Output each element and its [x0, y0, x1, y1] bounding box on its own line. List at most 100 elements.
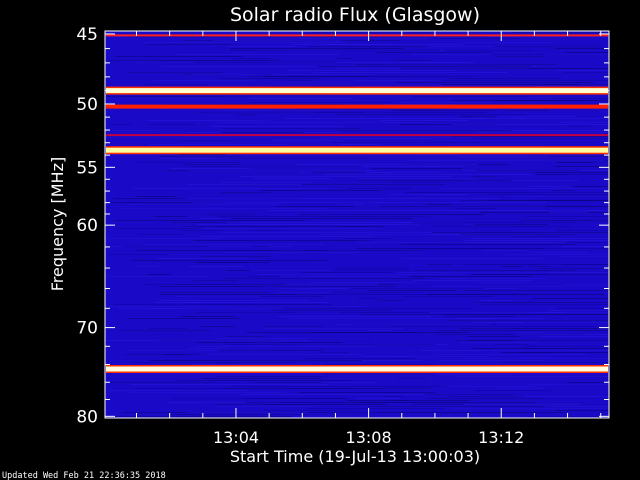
noise-streak	[131, 384, 330, 385]
noise-streak	[185, 414, 310, 415]
noise-streak	[455, 318, 545, 319]
noise-streak	[267, 210, 464, 211]
noise-streak	[471, 274, 609, 275]
noise-streak	[308, 282, 419, 283]
noise-streak	[409, 276, 532, 277]
noise-streak	[362, 356, 407, 357]
noise-streak	[564, 52, 609, 53]
noise-streak	[200, 236, 374, 237]
noise-streak	[193, 240, 356, 241]
noise-streak	[154, 216, 187, 217]
noise-streak	[258, 190, 382, 191]
noise-streak	[456, 376, 609, 377]
noise-streak	[392, 326, 597, 327]
noise-streak	[241, 394, 460, 395]
noise-streak	[114, 56, 243, 57]
noise-streak	[499, 200, 609, 201]
noise-streak	[216, 376, 327, 377]
noise-streak	[453, 100, 588, 101]
noise-streak	[544, 406, 609, 407]
noise-streak	[404, 296, 493, 297]
noise-streak	[200, 354, 363, 355]
noise-streak	[253, 382, 330, 383]
noise-streak	[496, 56, 546, 57]
noise-streak	[358, 242, 556, 243]
noise-streak	[259, 274, 466, 275]
noise-streak	[136, 196, 177, 197]
noise-streak	[226, 336, 266, 337]
noise-streak	[210, 126, 344, 127]
noise-streak	[459, 234, 575, 235]
noise-streak	[446, 320, 609, 321]
noise-streak	[216, 122, 427, 123]
noise-streak	[217, 216, 427, 217]
y-tick-label: 45	[76, 25, 98, 45]
noise-streak	[355, 64, 557, 65]
noise-streak	[140, 62, 337, 63]
noise-streak	[442, 278, 545, 279]
noise-streak	[402, 50, 533, 51]
noise-streak	[231, 184, 444, 185]
x-tick-label: 13:12	[478, 428, 524, 447]
noise-streak	[526, 384, 609, 385]
noise-streak	[136, 62, 194, 63]
noise-streak	[296, 164, 478, 165]
noise-streak	[373, 202, 547, 203]
noise-streak	[227, 46, 295, 47]
noise-streak	[113, 198, 186, 199]
noise-streak	[456, 350, 609, 351]
noise-streak	[335, 114, 445, 115]
noise-streak	[446, 248, 609, 249]
noise-streak	[523, 156, 609, 157]
noise-streak	[142, 42, 348, 43]
noise-streak	[197, 346, 374, 347]
noise-streak	[263, 410, 354, 411]
noise-streak	[222, 128, 338, 129]
noise-streak	[475, 170, 580, 171]
noise-streak	[459, 342, 538, 343]
noise-streak	[300, 172, 446, 173]
noise-streak	[449, 78, 561, 79]
footer-timestamp: Updated Wed Feb 21 22:36:35 2018	[2, 471, 166, 480]
noise-streak	[354, 80, 430, 81]
noise-streak	[273, 310, 393, 311]
noise-streak	[470, 238, 609, 239]
noise-streak	[114, 220, 306, 221]
noise-streak	[183, 226, 370, 227]
noise-streak	[377, 52, 492, 53]
noise-streak	[149, 144, 287, 145]
noise-streak	[439, 360, 542, 361]
y-tick-label: 60	[76, 216, 98, 236]
noise-streak	[170, 168, 250, 169]
noise-streak	[108, 124, 133, 125]
noise-streak	[153, 80, 255, 81]
noise-streak	[192, 364, 313, 365]
noise-streak	[193, 280, 237, 281]
noise-streak	[339, 130, 511, 131]
noise-streak	[278, 276, 401, 277]
noise-streak	[164, 354, 187, 355]
noise-streak	[240, 176, 451, 177]
noise-streak	[455, 208, 496, 209]
noise-streak	[179, 154, 226, 155]
noise-streak	[174, 296, 261, 297]
noise-streak	[331, 142, 420, 143]
noise-streak	[481, 300, 514, 301]
noise-streak	[494, 46, 605, 47]
noise-texture	[105, 32, 609, 417]
noise-streak	[180, 316, 236, 317]
noise-streak	[112, 202, 225, 203]
noise-streak	[523, 348, 574, 349]
x-tick-label: 13:04	[213, 428, 259, 447]
noise-streak	[272, 140, 343, 141]
noise-streak	[121, 246, 270, 247]
noise-streak	[529, 252, 589, 253]
noise-streak	[394, 400, 471, 401]
noise-streak	[556, 162, 593, 163]
noise-streak	[439, 386, 539, 387]
noise-streak	[323, 174, 532, 175]
noise-streak	[146, 44, 177, 45]
noise-streak	[292, 224, 420, 225]
noise-streak	[289, 318, 467, 319]
